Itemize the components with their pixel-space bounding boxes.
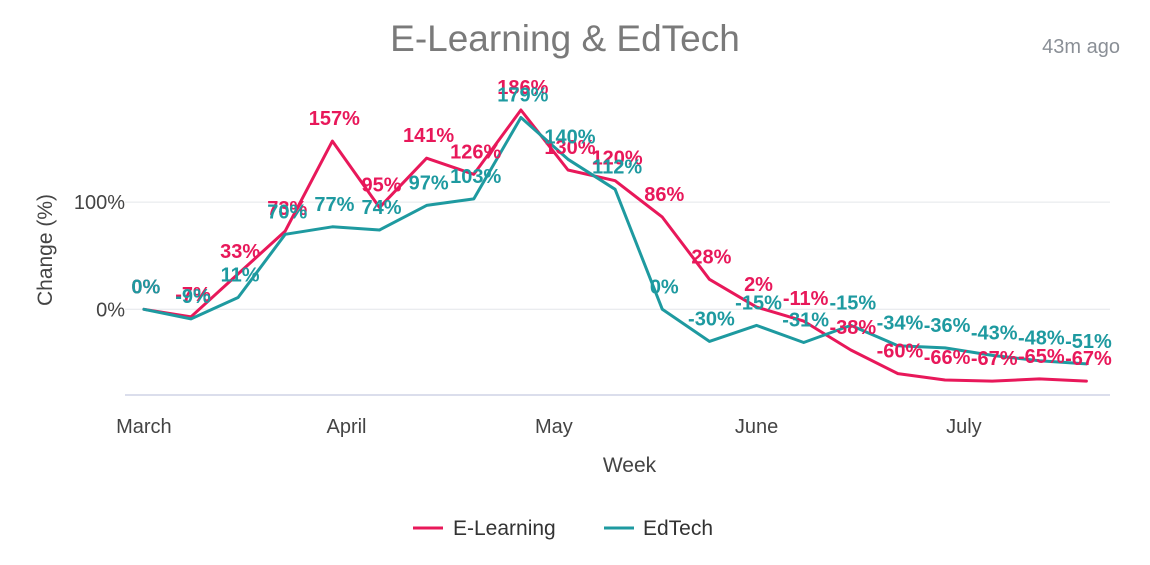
data-label-edtech: -15% xyxy=(829,292,876,314)
y-axis-title: Change (%) xyxy=(34,194,57,306)
legend[interactable]: E-Learning EdTech xyxy=(413,517,713,540)
last-updated-text: 43m ago xyxy=(1042,36,1120,58)
data-label-e-learning: -66% xyxy=(924,347,971,369)
data-label-e-learning: -11% xyxy=(783,288,829,310)
legend-item-edtech[interactable]: EdTech xyxy=(604,517,713,540)
data-label-edtech: 11% xyxy=(221,265,260,287)
data-label-e-learning: -38% xyxy=(829,317,876,339)
data-label-edtech: -34% xyxy=(877,313,924,335)
data-labels: 0% -7% 33% 73% 157% 95% 141%126% 186% 130%120%86… xyxy=(131,77,1112,370)
data-label-e-learning: -67% xyxy=(1065,348,1112,370)
data-label-e-learning: 186% xyxy=(497,77,548,99)
y-tick-label: 0% xyxy=(96,299,125,321)
data-label-edtech: -36% xyxy=(924,315,971,337)
data-label-e-learning: 86% xyxy=(644,184,684,206)
data-label-e-learning: -60% xyxy=(877,341,924,363)
x-axis-ticks: March April May June July xyxy=(116,416,982,438)
x-tick-label: April xyxy=(326,416,366,438)
data-label-e-learning: 2% xyxy=(744,274,773,296)
data-label-e-learning: 28% xyxy=(691,246,731,268)
x-tick-label: May xyxy=(535,416,573,438)
data-label-edtech: 74% xyxy=(361,197,401,219)
series-lines xyxy=(142,108,1088,383)
legend-label-e-learning: E-Learning xyxy=(453,517,556,540)
data-label-edtech: -48% xyxy=(1018,328,1065,350)
data-label-edtech: 112% xyxy=(592,156,642,178)
data-label-e-learning: 141% xyxy=(403,125,454,147)
data-label-e-learning: 73% xyxy=(267,198,307,220)
data-label-e-learning: 120% xyxy=(592,148,643,170)
data-label-edtech: 103% xyxy=(450,166,501,188)
data-label-edtech: -30% xyxy=(688,308,735,330)
data-label-edtech: 0% xyxy=(131,276,160,298)
data-label-edtech: 0% xyxy=(650,276,679,298)
data-label-edtech: -9% xyxy=(175,286,211,308)
data-label-edtech: 97% xyxy=(409,172,449,194)
x-tick-label: June xyxy=(735,416,778,438)
data-label-e-learning: -67% xyxy=(971,348,1018,370)
x-tick-label: July xyxy=(946,416,982,438)
x-tick-label: March xyxy=(116,416,172,438)
data-label-e-learning: 157% xyxy=(309,108,360,130)
grid-lines xyxy=(125,201,1110,310)
legend-item-e-learning[interactable]: E-Learning xyxy=(413,517,556,540)
data-label-edtech: 140% xyxy=(544,126,595,148)
data-label-edtech: 179% xyxy=(497,85,548,107)
data-label-e-learning: 130% xyxy=(544,137,595,159)
legend-label-edtech: EdTech xyxy=(643,517,713,540)
data-label-edtech: -15% xyxy=(735,292,782,314)
data-label-edtech: -43% xyxy=(971,322,1018,344)
data-label-edtech: -51% xyxy=(1065,331,1112,353)
y-axis-ticks: 0% 100% xyxy=(74,192,125,321)
data-label-e-learning: 0% xyxy=(131,276,160,298)
data-label-e-learning: -65% xyxy=(1018,346,1065,368)
data-label-edtech: 77% xyxy=(314,194,354,216)
series-line-edtech xyxy=(142,116,1088,366)
data-label-edtech: 70% xyxy=(267,201,307,223)
data-label-e-learning: 95% xyxy=(361,175,401,197)
data-label-e-learning: 126% xyxy=(450,141,501,163)
data-label-e-learning: -7% xyxy=(175,284,211,306)
chart-title: E-Learning & EdTech xyxy=(390,18,740,59)
y-tick-label: 100% xyxy=(74,192,125,214)
series-line-e-learning xyxy=(142,108,1088,383)
data-label-edtech: -31% xyxy=(782,310,829,332)
x-axis-title: Week xyxy=(603,454,657,477)
data-label-e-learning: 33% xyxy=(220,241,260,263)
